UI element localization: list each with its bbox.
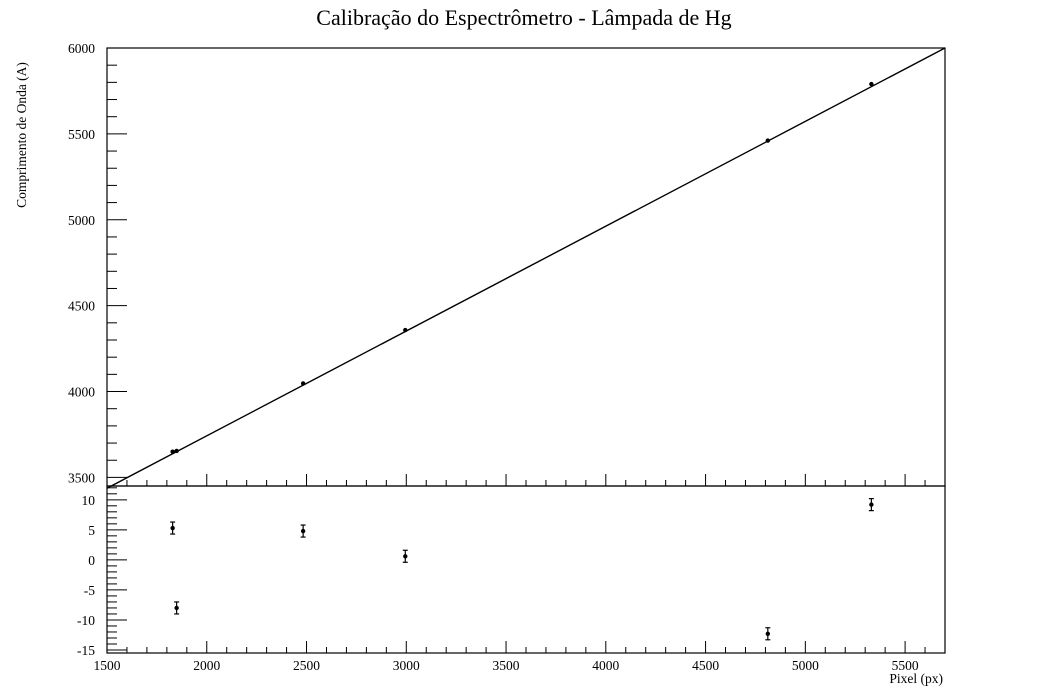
y-tick-label: 5000 [68, 213, 95, 228]
x-tick-label: 5000 [792, 658, 819, 673]
data-point [170, 449, 175, 454]
x-tick-label: 3500 [493, 658, 520, 673]
y-tick-label: -5 [84, 583, 95, 598]
data-point [765, 138, 771, 143]
y-tick-label: 4000 [68, 385, 95, 400]
y-axis-label: Comprimento de Onda (A) [14, 62, 29, 208]
y-tick-label: 5500 [68, 127, 95, 142]
data-point [174, 448, 179, 454]
plot-frame [106, 485, 946, 654]
y-tick-label: 5 [88, 523, 95, 538]
calibration-plot: 3500 4000 4500 5000 5500 6000 [68, 41, 946, 489]
fit-line [106, 47, 946, 489]
data-point [869, 81, 874, 87]
residual-point [869, 502, 874, 507]
residual-point [174, 605, 179, 611]
residual-point [403, 554, 408, 559]
residual-point [300, 528, 306, 534]
y-tick-label: 10 [82, 493, 96, 508]
y-tick-label: 4500 [68, 299, 95, 314]
residual-point [170, 525, 175, 531]
y-tick-label: -10 [77, 613, 95, 628]
x-tick-label: 4000 [592, 658, 619, 673]
chart-title: Calibração do Espectrômetro - Lâmpada de… [316, 5, 731, 30]
residual-point [765, 631, 771, 636]
data-point [403, 327, 408, 333]
x-axis-label: Pixel (px) [889, 671, 943, 686]
x-tick-label: 2000 [193, 658, 220, 673]
y-tick-label: -15 [77, 643, 95, 658]
y-tick-label: 6000 [68, 41, 95, 56]
x-tick-label: 5500 [892, 658, 919, 673]
y-tick-label: 3500 [68, 470, 95, 485]
y-tick-label: 0 [88, 553, 95, 568]
residuals-plot: 1500 2000 2500 3000 3500 4000 4500 5000 5500 -15 -… [77, 485, 946, 673]
x-tick-label: 1500 [94, 658, 121, 673]
x-tick-label: 4500 [692, 658, 719, 673]
x-tick-label: 3000 [393, 658, 420, 673]
x-tick-label: 2500 [293, 658, 320, 673]
data-point [300, 381, 306, 386]
